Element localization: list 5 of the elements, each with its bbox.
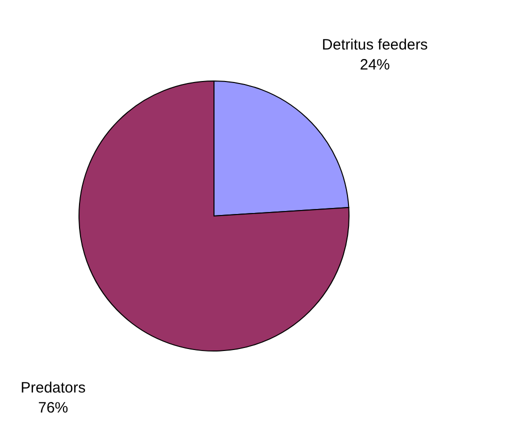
slice-label: Predators <box>20 379 86 396</box>
slice-label: Detritus feeders <box>322 36 428 54</box>
data-label: 24% <box>360 56 390 74</box>
data-label: 76% <box>38 399 68 416</box>
pie-slice <box>78 80 350 352</box>
